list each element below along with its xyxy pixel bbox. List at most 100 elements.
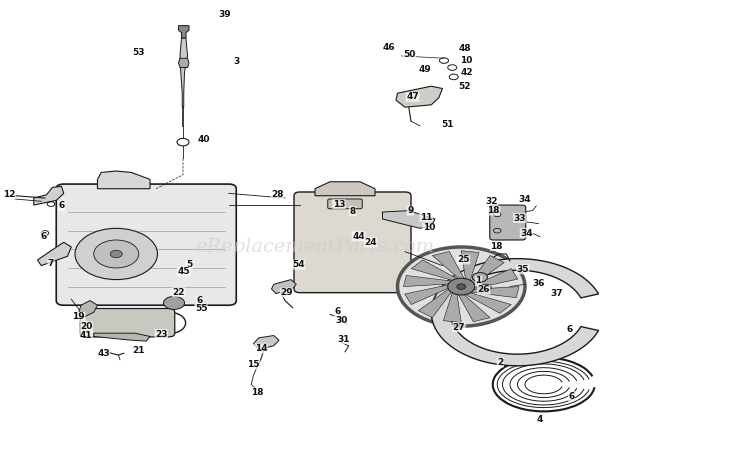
Polygon shape	[431, 259, 598, 366]
Polygon shape	[405, 285, 448, 305]
Text: 34: 34	[520, 228, 532, 238]
Polygon shape	[178, 26, 189, 38]
Polygon shape	[34, 186, 64, 205]
Polygon shape	[382, 211, 435, 228]
FancyBboxPatch shape	[56, 184, 236, 305]
Polygon shape	[396, 86, 442, 107]
Text: 10: 10	[423, 223, 435, 233]
Text: 43: 43	[98, 349, 109, 358]
Text: 39: 39	[219, 10, 231, 20]
Text: 27: 27	[453, 322, 465, 332]
Circle shape	[398, 247, 525, 326]
Text: 24: 24	[364, 238, 376, 247]
Polygon shape	[466, 293, 512, 313]
Polygon shape	[443, 293, 461, 322]
Text: 6: 6	[567, 325, 573, 335]
Text: 18: 18	[251, 388, 263, 397]
Text: 31: 31	[338, 335, 350, 344]
Polygon shape	[94, 333, 150, 341]
Text: 12: 12	[3, 190, 15, 199]
Text: 35: 35	[517, 265, 529, 274]
Circle shape	[472, 273, 488, 282]
Polygon shape	[79, 301, 98, 318]
FancyBboxPatch shape	[80, 308, 175, 337]
Text: 40: 40	[198, 135, 210, 144]
Text: eReplacementParts.com: eReplacementParts.com	[195, 238, 435, 256]
Polygon shape	[180, 38, 188, 107]
Text: 49: 49	[418, 65, 430, 75]
Text: 19: 19	[73, 312, 85, 322]
Polygon shape	[471, 255, 504, 284]
Text: 13: 13	[333, 199, 345, 209]
Text: 45: 45	[178, 267, 190, 276]
Text: 2: 2	[497, 358, 503, 367]
Circle shape	[164, 296, 184, 309]
Text: 52: 52	[458, 82, 470, 91]
Polygon shape	[461, 251, 479, 281]
Text: 15: 15	[248, 360, 259, 369]
Text: 44: 44	[352, 232, 364, 241]
Text: 34: 34	[519, 195, 531, 204]
Text: 37: 37	[550, 289, 562, 298]
Text: 21: 21	[133, 346, 145, 356]
FancyBboxPatch shape	[328, 199, 362, 209]
Text: 29: 29	[280, 288, 292, 297]
Polygon shape	[471, 287, 519, 298]
Text: 48: 48	[459, 44, 471, 54]
Text: 8: 8	[350, 206, 355, 216]
Polygon shape	[272, 280, 296, 294]
Text: 41: 41	[80, 331, 92, 340]
Polygon shape	[38, 242, 71, 266]
Text: 51: 51	[441, 120, 453, 130]
Text: 14: 14	[255, 344, 267, 353]
Text: 6: 6	[568, 391, 574, 401]
Text: 47: 47	[406, 92, 419, 102]
Text: 10: 10	[460, 56, 472, 65]
Circle shape	[94, 240, 139, 268]
Polygon shape	[98, 171, 150, 189]
Text: 25: 25	[458, 255, 470, 264]
Text: 42: 42	[460, 68, 472, 77]
Polygon shape	[419, 289, 452, 318]
Text: 28: 28	[272, 190, 284, 199]
Text: 23: 23	[155, 329, 167, 339]
Text: 3: 3	[233, 57, 239, 66]
Text: 5: 5	[186, 260, 192, 269]
Polygon shape	[411, 260, 457, 281]
Text: 26: 26	[478, 285, 490, 295]
Text: 32: 32	[485, 197, 497, 206]
Text: 53: 53	[133, 48, 145, 57]
Polygon shape	[475, 268, 518, 288]
Polygon shape	[315, 182, 375, 196]
Text: 54: 54	[292, 260, 304, 269]
Text: 30: 30	[335, 316, 347, 325]
Text: 20: 20	[80, 322, 92, 331]
Circle shape	[481, 284, 491, 291]
Polygon shape	[432, 252, 464, 278]
Polygon shape	[178, 58, 189, 68]
Text: 18: 18	[488, 206, 500, 215]
FancyBboxPatch shape	[490, 205, 526, 240]
Text: 4: 4	[537, 415, 543, 424]
Text: 7: 7	[48, 259, 54, 268]
Text: 50: 50	[404, 50, 416, 60]
Text: 6: 6	[334, 307, 340, 316]
Text: 6: 6	[58, 201, 64, 211]
FancyBboxPatch shape	[294, 192, 411, 293]
Text: 6: 6	[196, 296, 202, 305]
Polygon shape	[404, 275, 451, 287]
Text: 33: 33	[514, 213, 526, 223]
Text: 11: 11	[420, 212, 432, 222]
Circle shape	[457, 284, 466, 289]
Text: 18: 18	[490, 241, 502, 251]
Circle shape	[110, 250, 122, 258]
Text: 6: 6	[40, 232, 46, 241]
Text: 46: 46	[382, 43, 394, 52]
Text: 22: 22	[172, 288, 184, 297]
Text: 1: 1	[476, 276, 482, 286]
Text: 55: 55	[195, 304, 207, 314]
Polygon shape	[458, 295, 490, 322]
Text: 36: 36	[532, 279, 544, 288]
Text: 9: 9	[407, 206, 413, 215]
Circle shape	[448, 278, 475, 295]
